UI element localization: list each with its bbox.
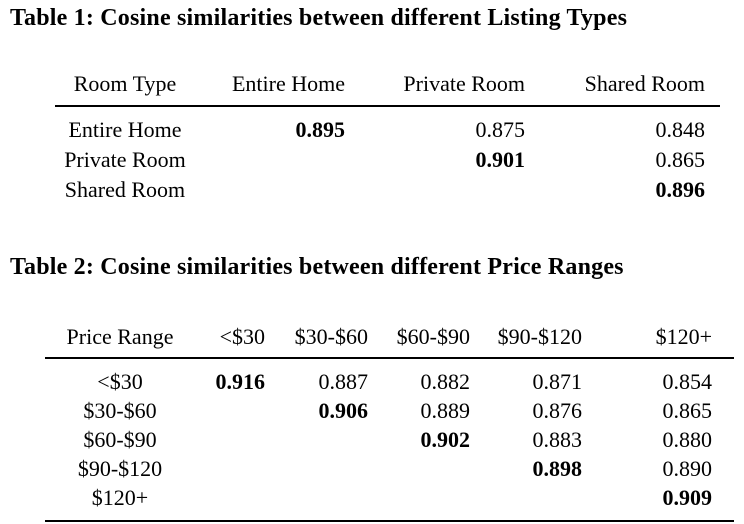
empty-cell: [195, 454, 265, 483]
table1-body: Entire Home 0.895 0.875 0.848 Private Room 0.…: [55, 106, 720, 205]
empty-cell: [265, 483, 368, 522]
table2-body: <$30 0.916 0.887 0.882 0.871 0.854 $30-$60 0.90…: [45, 358, 734, 522]
similarity-value: 0.883: [532, 426, 583, 452]
similarity-value: 0.871: [532, 368, 583, 394]
similarity-value: 0.890: [662, 455, 713, 481]
similarity-value: 0.882: [420, 368, 471, 394]
row-label: Entire Home: [68, 117, 182, 142]
column-header: Entire Home: [195, 62, 345, 107]
similarity-value: 0.848: [655, 117, 706, 142]
table-row: $120+ 0.909: [45, 483, 734, 522]
column-header: $60-$90: [368, 316, 470, 359]
similarity-value: 0.895: [295, 117, 346, 142]
table-row: <$30 0.916 0.887 0.882 0.871 0.854: [45, 358, 734, 396]
similarity-value: 0.865: [655, 147, 706, 172]
column-header: $30-$60: [265, 316, 368, 359]
empty-cell: [195, 175, 345, 205]
empty-cell: [195, 425, 265, 454]
table1-listing-types: Room Type Entire Home Private Room Shared R…: [55, 62, 720, 205]
similarity-value: 0.865: [662, 397, 713, 423]
column-header: <$30: [195, 316, 265, 359]
table-row: Private Room 0.901 0.865: [55, 145, 720, 175]
table-row: $30-$60 0.906 0.889 0.876 0.865: [45, 396, 734, 425]
empty-cell: [470, 483, 582, 522]
table-row: Entire Home 0.895 0.875 0.848: [55, 106, 720, 145]
row-header-column-label: Room Type: [55, 62, 195, 107]
empty-cell: [195, 145, 345, 175]
empty-cell: [195, 483, 265, 522]
row-label: Private Room: [64, 147, 186, 172]
similarity-value: 0.901: [475, 147, 526, 172]
row-label: Shared Room: [64, 177, 186, 202]
similarity-value: 0.896: [655, 177, 706, 202]
empty-cell: [265, 454, 368, 483]
row-header-column-label: Price Range: [45, 316, 195, 359]
table2-header: Price Range <$30 $30-$60 $60-$90 $90-$120 $12…: [45, 316, 734, 359]
similarity-value: 0.889: [420, 397, 471, 423]
column-header: Private Room: [345, 62, 525, 107]
similarity-value: 0.909: [582, 483, 734, 522]
similarity-value: 0.916: [215, 368, 266, 394]
similarity-value: 0.875: [475, 117, 526, 142]
table2-header-row: Price Range <$30 $30-$60 $60-$90 $90-$120 $12…: [45, 316, 734, 359]
table1-header: Room Type Entire Home Private Room Shared R…: [55, 62, 720, 107]
table1-caption: Table 1: Cosine similarities between dif…: [10, 5, 628, 31]
table-row: $60-$90 0.902 0.883 0.880: [45, 425, 734, 454]
table-row: Shared Room 0.896: [55, 175, 720, 205]
row-label: $30-$60: [83, 397, 157, 423]
similarity-value: 0.898: [532, 455, 583, 481]
row-label: $120+: [45, 483, 195, 522]
similarity-value: 0.880: [662, 426, 713, 452]
empty-cell: [345, 175, 525, 205]
similarity-value: 0.906: [318, 397, 369, 423]
similarity-value: 0.876: [532, 397, 583, 423]
empty-cell: [368, 454, 470, 483]
similarity-value: 0.887: [318, 368, 369, 394]
empty-cell: [368, 483, 470, 522]
similarity-value: 0.902: [420, 426, 471, 452]
column-header: Shared Room: [525, 62, 720, 107]
table2-caption: Table 2: Cosine similarities between dif…: [10, 254, 624, 280]
empty-cell: [265, 425, 368, 454]
column-header: $120+: [582, 316, 734, 359]
similarity-value: 0.854: [662, 368, 713, 394]
column-header: $90-$120: [470, 316, 582, 359]
table-row: $90-$120 0.898 0.890: [45, 454, 734, 483]
table2-price-ranges: Price Range <$30 $30-$60 $60-$90 $90-$120 $12…: [45, 316, 734, 522]
row-label: $60-$90: [83, 426, 157, 452]
row-label: $90-$120: [77, 455, 163, 481]
empty-cell: [195, 396, 265, 425]
table1-header-row: Room Type Entire Home Private Room Shared R…: [55, 62, 720, 107]
row-label: <$30: [97, 368, 143, 394]
